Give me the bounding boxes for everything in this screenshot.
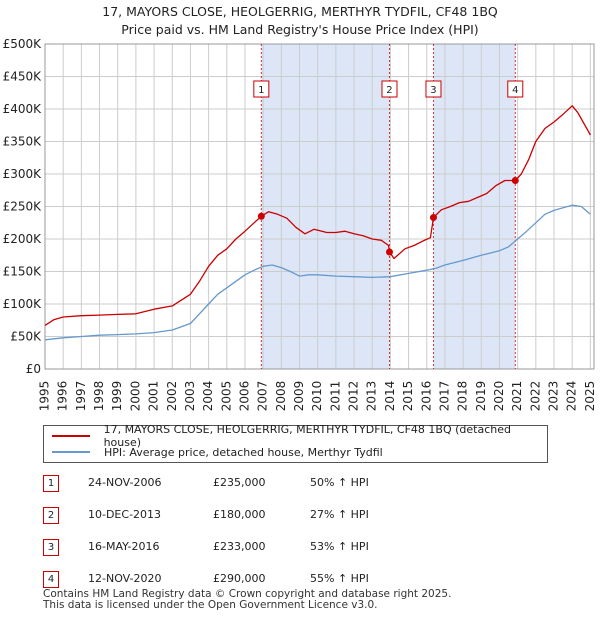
sale-marker-box bbox=[507, 80, 524, 98]
sale-date: 16-MAY-2016 bbox=[88, 540, 160, 553]
x-tick-label: 2014 bbox=[383, 381, 397, 412]
price-chart: £0 £50K £100K £150K £200K £250K £300K £350K £400… bbox=[3, 37, 597, 412]
sale-number-badge: 4 bbox=[43, 571, 59, 588]
x-tick-label: 2009 bbox=[292, 381, 306, 412]
x-tick-label: 2006 bbox=[237, 381, 251, 412]
y-tick-label: £350K bbox=[3, 135, 43, 149]
y-tick-label: £150K bbox=[3, 265, 43, 279]
y-tick-label: £50K bbox=[10, 330, 42, 344]
sale-point bbox=[511, 177, 519, 184]
x-tick-label: 2010 bbox=[310, 381, 324, 412]
x-tick-label: 2022 bbox=[528, 381, 542, 412]
footer-attribution: Contains HM Land Registry data © Crown c… bbox=[43, 589, 451, 611]
y-tick-label: £250K bbox=[3, 200, 43, 214]
y-tick-label: £200K bbox=[3, 232, 43, 246]
sale-date: 10-DEC-2013 bbox=[88, 508, 162, 521]
sale-marker-label: 2 bbox=[386, 85, 392, 96]
sale-marker-box bbox=[425, 80, 442, 98]
legend-item-property: 17, MAYORS CLOSE, HEOLGERRIG, MERTHYR TY… bbox=[52, 423, 547, 449]
sale-marker-label: 1 bbox=[258, 85, 264, 96]
x-tick-label: 2012 bbox=[347, 381, 361, 412]
x-tick-label: 2018 bbox=[456, 381, 470, 412]
x-tick-label: 2015 bbox=[401, 381, 415, 412]
sale-point bbox=[257, 212, 265, 220]
footer-license: This data is licensed under the Open Gov… bbox=[43, 599, 378, 611]
x-tick-label: 1996 bbox=[56, 381, 70, 412]
sale-marker-label: 3 bbox=[430, 85, 436, 96]
sale-number-badge: 1 bbox=[43, 475, 59, 492]
y-tick-label: £400K bbox=[3, 102, 43, 116]
x-tick-label: 2017 bbox=[437, 381, 451, 412]
x-tick-label: 2000 bbox=[128, 381, 142, 412]
sale-date: 24-NOV-2006 bbox=[88, 476, 162, 489]
sale-row: 3 16-MAY-2016 £233,000 53% ↑ HPI bbox=[43, 539, 583, 557]
legend-label-property: 17, MAYORS CLOSE, HEOLGERRIG, MERTHYR TY… bbox=[103, 423, 511, 449]
x-tick-label: 2003 bbox=[183, 381, 197, 412]
sale-price: £180,000 bbox=[213, 508, 266, 521]
x-tick-label: 2024 bbox=[565, 381, 579, 412]
x-tick-label: 2021 bbox=[510, 381, 524, 412]
x-tick-label: 2016 bbox=[419, 381, 433, 412]
chart-title: 17, MAYORS CLOSE, HEOLGERRIG, MERTHYR TY… bbox=[102, 4, 498, 19]
sale-number-badge: 2 bbox=[43, 507, 59, 524]
hpi-series-line bbox=[44, 204, 591, 341]
sale-row: 1 24-NOV-2006 £235,000 50% ↑ HPI bbox=[43, 475, 583, 493]
legend-item-hpi: HPI: Average price, detached house, Mert… bbox=[52, 444, 383, 460]
x-tick-label: 2019 bbox=[474, 381, 488, 412]
sale-price: £235,000 bbox=[213, 476, 266, 489]
y-tick-label: £0 bbox=[26, 362, 41, 376]
legend-swatch-property bbox=[52, 435, 90, 437]
sale-price: £233,000 bbox=[213, 540, 266, 553]
sale-number-badge: 3 bbox=[43, 539, 59, 556]
chart-legend: 17, MAYORS CLOSE, HEOLGERRIG, MERTHYR TY… bbox=[43, 423, 548, 463]
property-series-line bbox=[44, 105, 591, 326]
plot-frame bbox=[44, 43, 595, 370]
x-tick-label: 1995 bbox=[38, 381, 52, 412]
sale-hpi-change: 55% ↑ HPI bbox=[310, 572, 369, 585]
x-tick-label: 2013 bbox=[365, 381, 379, 412]
sale-hpi-change: 53% ↑ HPI bbox=[310, 540, 369, 553]
sale-hpi-change: 50% ↑ HPI bbox=[310, 476, 369, 489]
x-tick-label: 1997 bbox=[74, 381, 88, 412]
y-tick-label: £100K bbox=[3, 297, 43, 311]
x-tick-label: 2008 bbox=[274, 381, 288, 412]
sale-marker-box bbox=[381, 80, 398, 98]
x-tick-label: 2023 bbox=[547, 381, 561, 412]
legend-swatch-hpi bbox=[52, 451, 90, 453]
footer-copyright: Contains HM Land Registry data © Crown c… bbox=[43, 588, 452, 600]
sale-hpi-change: 27% ↑ HPI bbox=[310, 508, 369, 521]
sale-point bbox=[385, 248, 393, 256]
sale-date: 12-NOV-2020 bbox=[88, 572, 162, 585]
sale-row: 2 10-DEC-2013 £180,000 27% ↑ HPI bbox=[43, 507, 583, 525]
x-tick-label: 2002 bbox=[165, 381, 179, 412]
y-tick-label: £450K bbox=[3, 70, 43, 84]
sale-marker-box bbox=[253, 80, 270, 98]
x-tick-label: 1999 bbox=[110, 381, 124, 412]
y-tick-label: £500K bbox=[3, 37, 43, 51]
x-tick-label: 2007 bbox=[256, 381, 270, 412]
x-tick-label: 2020 bbox=[492, 381, 506, 412]
x-tick-label: 2025 bbox=[583, 381, 597, 412]
x-tick-label: 2005 bbox=[219, 381, 233, 412]
chart-subtitle: Price paid vs. HM Land Registry's House … bbox=[121, 22, 479, 37]
sale-price: £290,000 bbox=[213, 572, 266, 585]
legend-label-hpi: HPI: Average price, detached house, Mert… bbox=[104, 445, 383, 459]
x-tick-label: 2004 bbox=[201, 381, 215, 412]
x-tick-label: 2001 bbox=[147, 381, 161, 412]
sale-marker-label: 4 bbox=[512, 85, 518, 96]
sale-point bbox=[429, 214, 437, 222]
x-tick-label: 2011 bbox=[328, 381, 342, 412]
sale-row: 4 12-NOV-2020 £290,000 55% ↑ HPI bbox=[43, 571, 583, 589]
y-tick-label: £300K bbox=[3, 167, 43, 181]
x-tick-label: 1998 bbox=[92, 381, 106, 412]
